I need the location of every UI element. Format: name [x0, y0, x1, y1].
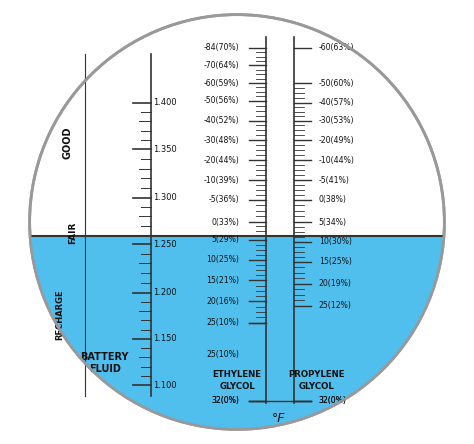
Text: 10(30%): 10(30%): [319, 238, 352, 246]
Text: PROPYLENE: PROPYLENE: [288, 370, 345, 379]
Text: 25(12%): 25(12%): [319, 301, 352, 310]
Text: 25(10%): 25(10%): [206, 318, 239, 327]
Text: -20(49%): -20(49%): [319, 136, 354, 145]
Text: GOOD: GOOD: [62, 127, 72, 159]
Text: RECHARGE: RECHARGE: [55, 289, 64, 340]
Text: -84(70%): -84(70%): [203, 43, 239, 52]
Text: -10(39%): -10(39%): [203, 175, 239, 185]
Text: -60(63%): -60(63%): [319, 43, 354, 52]
Text: 1.350: 1.350: [153, 145, 177, 154]
Text: GLYCOL: GLYCOL: [219, 382, 255, 391]
Text: -20(44%): -20(44%): [203, 156, 239, 165]
Text: -40(52%): -40(52%): [203, 116, 239, 125]
Text: GLYCOL: GLYCOL: [299, 382, 334, 391]
Text: -10(44%): -10(44%): [319, 156, 355, 165]
Text: -5(36%): -5(36%): [209, 195, 239, 204]
Text: 25(10%): 25(10%): [206, 350, 239, 359]
Text: -5(41%): -5(41%): [319, 175, 349, 185]
Text: 0(38%): 0(38%): [319, 195, 346, 204]
Text: -50(60%): -50(60%): [319, 79, 354, 87]
Text: 32(0%): 32(0%): [319, 396, 346, 405]
Text: 20(16%): 20(16%): [206, 297, 239, 306]
Text: 32(0%): 32(0%): [319, 396, 346, 405]
Text: 15(25%): 15(25%): [319, 257, 352, 266]
Text: 1.200: 1.200: [153, 288, 177, 297]
Text: FAIR: FAIR: [68, 222, 77, 244]
Text: 1.100: 1.100: [153, 381, 177, 390]
Text: BATTERY
FLUID: BATTERY FLUID: [81, 353, 129, 374]
Text: ETHYLENE: ETHYLENE: [212, 370, 262, 379]
Circle shape: [30, 15, 444, 429]
Text: -50(56%): -50(56%): [204, 96, 239, 105]
Text: 1.400: 1.400: [153, 99, 177, 107]
Text: 1.150: 1.150: [153, 334, 177, 343]
Text: 5(29%): 5(29%): [211, 235, 239, 244]
Text: 1.250: 1.250: [153, 240, 177, 249]
Text: 32(0%): 32(0%): [211, 396, 239, 405]
Text: 1.300: 1.300: [153, 193, 177, 202]
Text: -30(53%): -30(53%): [319, 116, 354, 125]
Text: 0(33%): 0(33%): [211, 218, 239, 226]
Text: 5(34%): 5(34%): [319, 218, 346, 226]
Text: -60(59%): -60(59%): [204, 79, 239, 87]
Text: -70(64%): -70(64%): [203, 61, 239, 70]
Text: 32(0%): 32(0%): [211, 396, 239, 405]
Text: 20(19%): 20(19%): [319, 279, 352, 288]
Text: 10(25%): 10(25%): [206, 255, 239, 264]
Text: 15(21%): 15(21%): [206, 276, 239, 285]
Text: °F: °F: [272, 412, 286, 425]
Polygon shape: [30, 236, 444, 429]
Text: -30(48%): -30(48%): [203, 136, 239, 145]
Text: -40(57%): -40(57%): [319, 99, 354, 107]
